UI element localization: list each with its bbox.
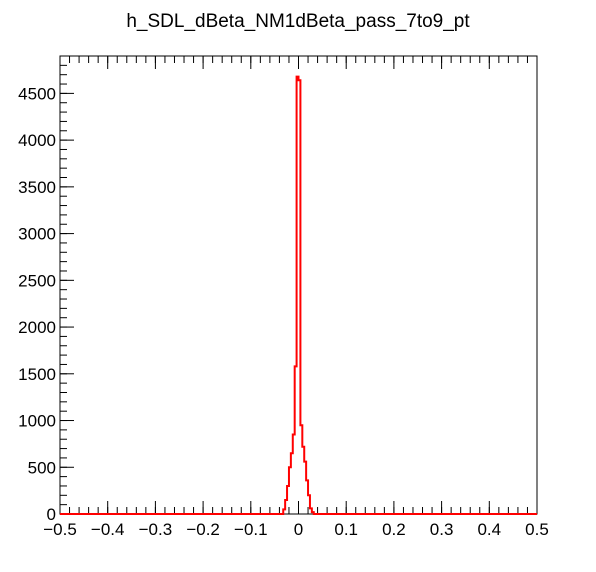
x-tick-label: 0.5 <box>525 520 549 539</box>
x-axis: −0.5 −0.4 −0.3 −0.2 −0.1 0 0.1 0.2 0.3 0.4 0.5 <box>43 56 549 539</box>
x-tick-label: 0.3 <box>430 520 454 539</box>
x-tick-label: 0.2 <box>382 520 406 539</box>
y-tick-label: 3000 <box>18 225 56 244</box>
y-tick-label: 1000 <box>18 412 56 431</box>
histogram-series-line <box>60 75 537 515</box>
x-tick-label: 0 <box>294 520 303 539</box>
y-tick-label: 4000 <box>18 131 56 150</box>
x-tick-label: −0.3 <box>139 520 173 539</box>
series-layer <box>60 75 537 515</box>
y-tick-label: 500 <box>28 458 56 477</box>
y-tick-label: 3500 <box>18 178 56 197</box>
x-tick-label: −0.1 <box>234 520 268 539</box>
x-tick-label: −0.5 <box>43 520 77 539</box>
y-tick-label: 0 <box>47 505 56 524</box>
plot-frame <box>59 55 538 515</box>
y-tick-label: 2500 <box>18 271 56 290</box>
y-tick-label: 2000 <box>18 318 56 337</box>
chart-title: h_SDL_dBeta_NM1dBeta_pass_7to9_pt <box>126 11 470 32</box>
y-axis: 0 500 1000 1500 2000 2500 3000 3500 4000 4500 <box>18 55 74 524</box>
x-tick-label: −0.2 <box>186 520 220 539</box>
x-tick-label: 0.4 <box>477 520 501 539</box>
x-tick-label: 0.1 <box>334 520 358 539</box>
y-tick-label: 1500 <box>18 365 56 384</box>
y-tick-label: 4500 <box>18 84 56 103</box>
x-tick-label: −0.4 <box>91 520 125 539</box>
